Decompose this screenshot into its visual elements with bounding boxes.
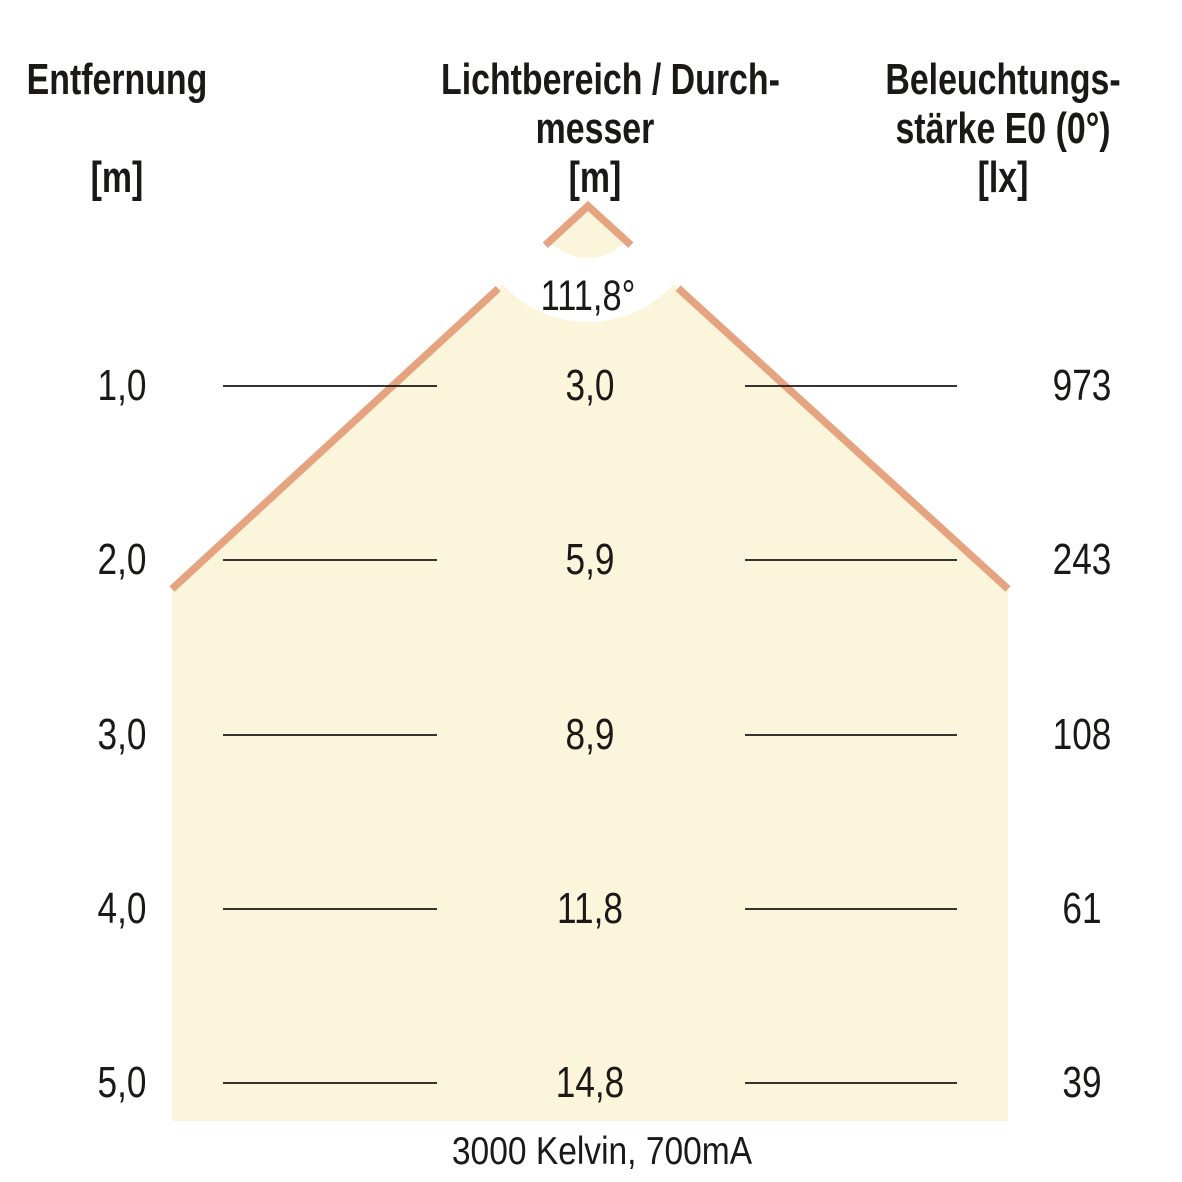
header-illuminance-title-line1: Beleuchtungs- bbox=[885, 55, 1121, 104]
table-row: 4,0 11,8 61 bbox=[0, 884, 1182, 934]
diameter-value: 11,8 bbox=[557, 884, 623, 933]
header-distance-spacer bbox=[25, 104, 210, 153]
cone-edge-left bbox=[169, 285, 501, 592]
beam-angle-label: 111,8° bbox=[540, 272, 636, 320]
distance-value: 5,0 bbox=[97, 1058, 147, 1107]
illuminance-value: 973 bbox=[1052, 361, 1112, 410]
table-row: 1,0 3,0 973 bbox=[0, 361, 1182, 411]
row-leader-lines bbox=[223, 385, 957, 1084]
beam-apex-fan bbox=[549, 206, 627, 258]
distance-value: 3,0 bbox=[97, 710, 147, 759]
header-diameter-title-line1: Lichtbereich / Durch- bbox=[441, 55, 780, 104]
table-row: 3,0 8,9 108 bbox=[0, 710, 1182, 760]
header-diameter-unit: [m] bbox=[568, 153, 622, 202]
distance-value: 1,0 bbox=[97, 361, 147, 410]
header-diameter-title-line2: messer bbox=[535, 104, 655, 153]
header-column-distance: Entfernung [m] bbox=[25, 55, 210, 202]
beam-apex-edges bbox=[542, 200, 634, 249]
diameter-value: 8,9 bbox=[565, 710, 615, 759]
header-distance-unit: [m] bbox=[90, 153, 144, 202]
header-illuminance-title-line2: stärke E0 (0°) bbox=[895, 104, 1111, 153]
distance-value: 4,0 bbox=[97, 884, 147, 933]
header-distance-title: Entfernung bbox=[26, 55, 208, 104]
illuminance-value: 108 bbox=[1052, 710, 1112, 759]
distance-value: 2,0 bbox=[97, 535, 147, 584]
header-column-diameter: Lichtbereich / Durch- messer [m] bbox=[441, 55, 780, 202]
lamp-spec-caption: 3000 Kelvin, 700mA bbox=[451, 1130, 753, 1173]
diameter-value: 3,0 bbox=[565, 361, 615, 410]
illuminance-value: 243 bbox=[1052, 535, 1112, 584]
diameter-value: 14,8 bbox=[555, 1058, 625, 1107]
diameter-value: 5,9 bbox=[565, 535, 615, 584]
table-row: 5,0 14,8 39 bbox=[0, 1058, 1182, 1108]
illuminance-value: 61 bbox=[1062, 884, 1102, 933]
cone-edge-right bbox=[675, 285, 1011, 592]
light-cone-body bbox=[172, 284, 1008, 1121]
header-column-illuminance: Beleuchtungs- stärke E0 (0°) [lx] bbox=[872, 55, 1134, 202]
illuminance-value: 39 bbox=[1062, 1058, 1102, 1107]
table-row: 2,0 5,9 243 bbox=[0, 535, 1182, 585]
header-illuminance-unit: [lx] bbox=[977, 153, 1029, 202]
